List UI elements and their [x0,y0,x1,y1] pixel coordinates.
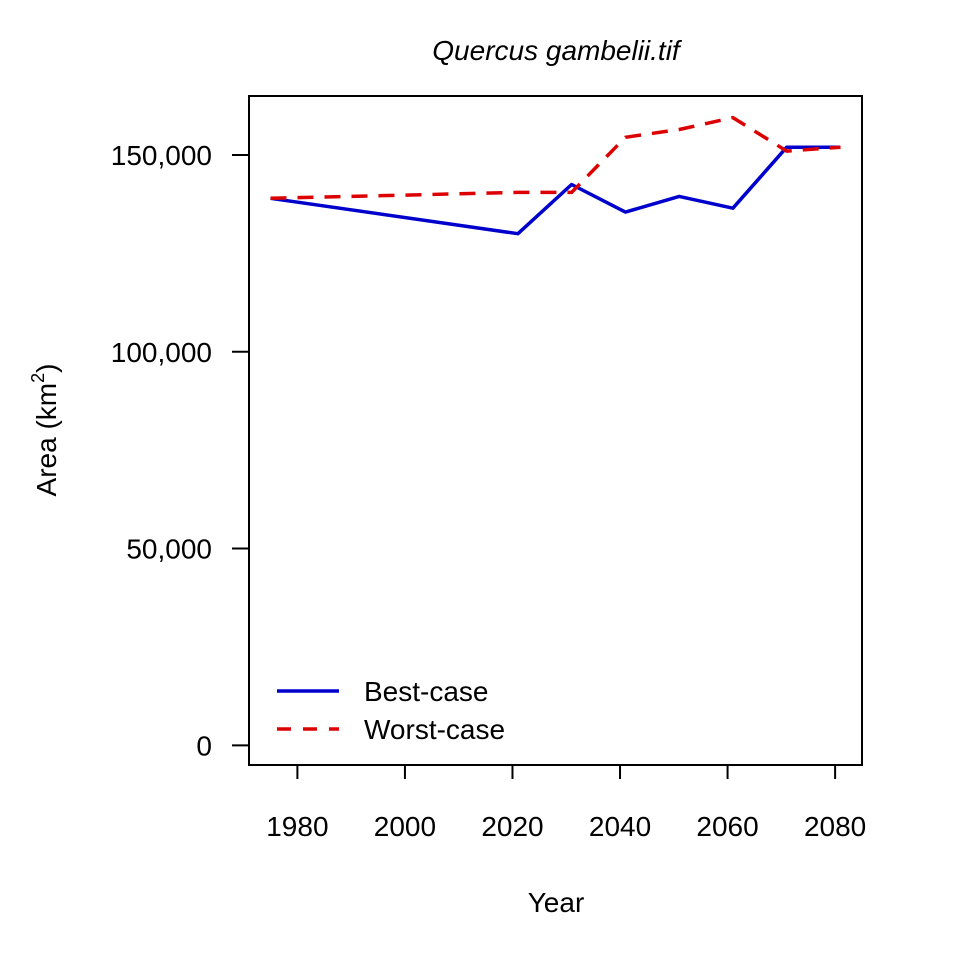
series-line-worst-case [270,115,841,201]
x-axis-title: Year [528,887,585,918]
y-tick-label: 0 [196,730,212,761]
x-tick-label: 2040 [589,811,651,842]
y-tick-label: 50,000 [126,534,212,565]
legend: Best-case Worst-case [277,676,505,745]
y-axis-title-superscript: 2 [28,373,48,383]
legend-label-best-case: Best-case [364,676,489,707]
y-axis-title-close: ) [31,364,62,373]
chart-title: Quercus gambelii.tif [432,35,683,66]
y-tick-label: 100,000 [111,337,212,368]
x-tick-label: 2000 [374,811,436,842]
x-tick-label: 1980 [266,811,328,842]
series-layer [270,115,841,236]
x-tick-label: 2020 [481,811,543,842]
x-tick-label: 2060 [696,811,758,842]
y-tick-label: 150,000 [111,140,212,171]
legend-label-worst-case: Worst-case [364,714,505,745]
y-axis-title-main: Area (km [31,383,62,497]
y-axis: 0 50,000 100,000 150,000 [111,140,249,761]
plot-area-frame [248,95,863,766]
x-axis: 1980 2000 2020 2040 2060 2080 [266,765,866,842]
series-line-best-case [270,145,841,236]
y-axis-title: Area (km2) [28,364,62,497]
x-tick-label: 2080 [804,811,866,842]
